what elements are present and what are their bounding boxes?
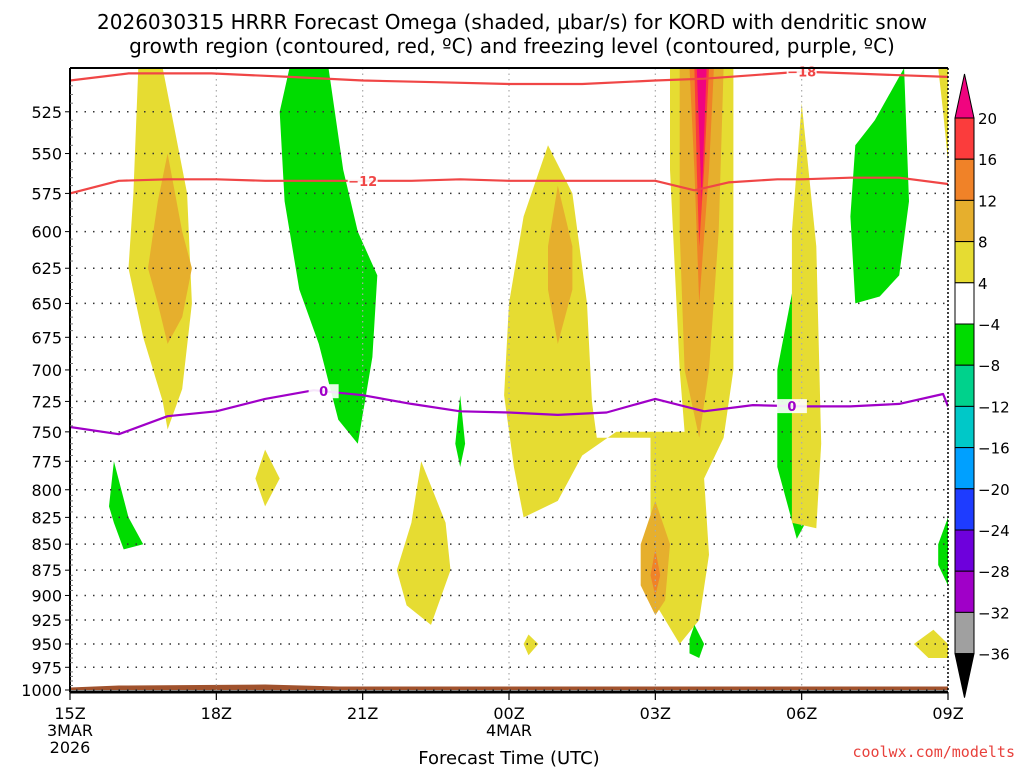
contour-label-bg <box>308 384 339 399</box>
colorbar-label-10: −24 <box>978 522 1010 540</box>
y-tick-label-925: 925 <box>31 611 62 630</box>
x-tick-label-15-0: 06Z <box>786 704 817 723</box>
contour-label-bg <box>776 399 807 414</box>
shaded-region-subsidence-1 <box>109 461 144 550</box>
shaded-region-subsidence-dot <box>689 624 705 658</box>
x-tick-label-3-0: 18Z <box>201 704 232 723</box>
shaded-region-ascent-small-1 <box>255 449 280 507</box>
colorbar-label-5: −4 <box>978 316 1000 334</box>
y-tick-label-525: 525 <box>31 103 62 122</box>
shaded-region-ascent-small-3 <box>913 629 948 658</box>
contour-labels: −18 −12 0 0 <box>308 64 817 415</box>
shaded-region-ascent-core-3-magenta <box>696 68 707 202</box>
colorbar-label-0: 20 <box>978 110 997 128</box>
x-tick-label-0-1: 3MAR <box>47 721 93 740</box>
chart-title-line-1: 2026030315 HRRR Forecast Omega (shaded, … <box>97 10 927 34</box>
y-tick-label-725: 725 <box>31 392 62 411</box>
contour-label-freezing-level-0: 0 <box>319 385 328 400</box>
colorbar-label-11: −28 <box>978 563 1010 581</box>
y-tick-label-550: 550 <box>31 145 62 164</box>
x-tick-label-9-0: 00Z <box>493 704 524 723</box>
contour-label-dgz-minus-12: −12 <box>348 175 377 190</box>
shaded-region-subsidence-2 <box>279 68 378 444</box>
y-tick-label-650: 650 <box>31 294 62 313</box>
shaded-region-subsidence-5 <box>850 68 909 304</box>
y-tick-label-825: 825 <box>31 508 62 527</box>
y-tick-label-675: 675 <box>31 328 62 347</box>
shaded-region-subsidence-3 <box>455 395 466 467</box>
y-tick-label-850: 850 <box>31 535 62 554</box>
colorbar-label-1: 16 <box>978 151 997 169</box>
colorbar-label-4: 4 <box>978 275 988 293</box>
contour-label-freezing-level-1: 0 <box>787 400 796 415</box>
y-tick-label-625: 625 <box>31 259 62 278</box>
shaded-region-ascent-thin <box>791 103 822 529</box>
x-tick-label-6-0: 21Z <box>347 704 378 723</box>
colorbar-box-12 <box>954 611 975 655</box>
colorbar-label-7: −12 <box>978 398 1010 416</box>
y-tick-label-900: 900 <box>31 586 62 605</box>
x-tick-label-0-2: 2026 <box>50 738 91 757</box>
x-tick-label-18-0: 09Z <box>932 704 963 723</box>
colorbar-arrow-top <box>954 73 975 119</box>
contour-dgz-minus-12 <box>70 176 948 195</box>
colorbar-box-5 <box>954 323 975 366</box>
contour-freezing-level <box>70 389 948 436</box>
contour-lines <box>70 70 948 436</box>
colorbar-label-2: 12 <box>978 192 997 210</box>
colorbar-label-8: −16 <box>978 440 1010 458</box>
shaded-region-ascent-core-2-inner <box>548 185 573 344</box>
colorbar-box-9 <box>954 488 975 531</box>
y-tick-label-775: 775 <box>31 452 62 471</box>
contour-label-dgz-minus-18: −18 <box>787 66 816 81</box>
chart-title-line-2: growth region (contoured, red, ºC) and f… <box>129 34 895 58</box>
shaded-region-ascent-edge-top <box>938 68 948 162</box>
colorbar-box-10 <box>954 529 975 572</box>
shaded-regions <box>109 68 948 658</box>
colorbar-label-13: −36 <box>978 646 1010 664</box>
colorbar-box-7 <box>954 405 975 449</box>
y-tick-label-950: 950 <box>31 635 62 654</box>
terrain-band <box>70 684 948 690</box>
y-tick-label-575: 575 <box>31 184 62 203</box>
y-tick-label-600: 600 <box>31 223 62 242</box>
x-tick-label-0-0: 15Z <box>54 704 85 723</box>
colorbar-label-9: −20 <box>978 481 1010 499</box>
y-tick-label-1000: 1000 <box>21 681 62 700</box>
colorbar-box-11 <box>954 570 975 613</box>
colorbar-box-2 <box>954 199 975 243</box>
contour-label-bg <box>347 173 378 188</box>
shaded-region-ascent-low-orange <box>650 549 661 596</box>
shaded-region-ascent-dot <box>523 634 539 656</box>
colorbar-label-6: −8 <box>978 357 1000 375</box>
y-tick-label-750: 750 <box>31 423 62 442</box>
colorbar-label-3: 8 <box>978 234 988 252</box>
colorbar-box-4 <box>954 282 975 325</box>
y-tick-label-975: 975 <box>31 658 62 677</box>
y-axis-ticks: 525 550 575 600 625 650 675 700 725 750 775 800 825 8… <box>21 85 73 700</box>
shaded-region-ascent-core-1-inner <box>148 153 192 344</box>
colorbar-label-12: −32 <box>978 604 1010 622</box>
x-axis-label: Forecast Time (UTC) <box>418 748 599 768</box>
colorbar-box-0 <box>954 117 975 160</box>
colorbar: 20 16 12 8 4 −4 −8 −12 −16 −20 −24 −28 −32 −36 <box>954 73 1010 698</box>
y-tick-label-875: 875 <box>31 561 62 580</box>
terrain-layer <box>70 684 948 690</box>
colorbar-arrow-bottom <box>954 653 975 698</box>
x-tick-label-9-1: 4MAR <box>486 721 532 740</box>
shaded-region-subsidence-6 <box>938 517 948 586</box>
colorbar-box-8 <box>954 447 975 490</box>
contour-dgz-minus-18 <box>70 70 948 86</box>
colorbar-box-1 <box>954 158 975 201</box>
y-tick-label-700: 700 <box>31 361 62 380</box>
colorbar-box-6 <box>954 364 975 407</box>
grid-lines <box>76 68 948 691</box>
credit-text: coolwx.com/modelts <box>852 743 1015 761</box>
colorbar-box-3 <box>954 241 975 284</box>
shaded-region-ascent-small-2 <box>396 461 451 625</box>
x-tick-label-12-0: 03Z <box>640 704 671 723</box>
y-tick-label-800: 800 <box>31 481 62 500</box>
